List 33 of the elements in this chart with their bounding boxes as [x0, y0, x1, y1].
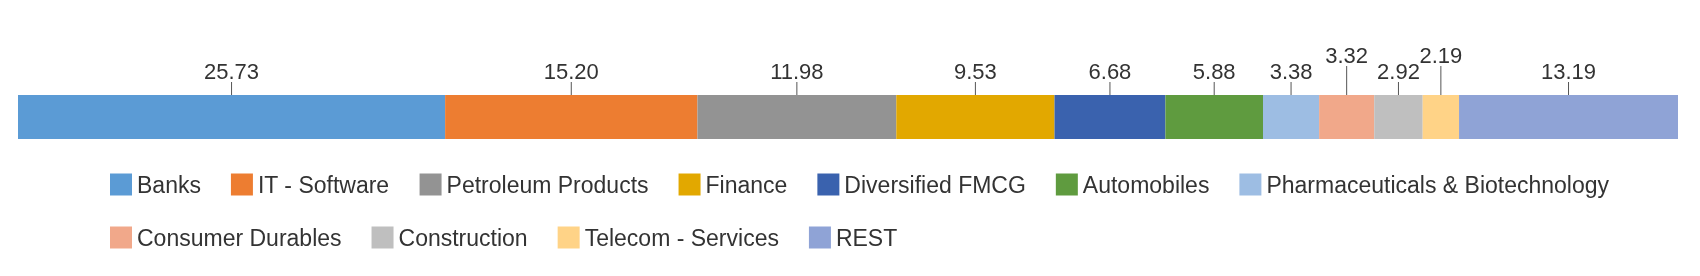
legend-label: IT - Software — [257, 171, 390, 198]
data-label: 3.32 — [1325, 42, 1369, 68]
bar — [1054, 95, 1166, 139]
legend-label: Diversified FMCG — [844, 171, 1026, 198]
data-label: 11.98 — [770, 58, 824, 84]
bar — [1374, 95, 1423, 139]
legend-label: REST — [835, 224, 898, 251]
data-label: 13.19 — [1540, 58, 1597, 84]
legend-label: Pharmaceuticals & Biotechnology — [1266, 171, 1610, 198]
data-label: 15.20 — [543, 58, 599, 84]
data-label: 6.68 — [1088, 58, 1132, 84]
bar — [1422, 95, 1460, 139]
bar — [1319, 95, 1375, 139]
bar — [896, 95, 1055, 139]
data-label: 3.38 — [1269, 58, 1313, 84]
bar — [1459, 95, 1678, 139]
bar — [697, 95, 897, 139]
bar — [1263, 95, 1320, 139]
legend-label: Consumer Durables — [137, 224, 342, 251]
legend-label: Banks — [137, 171, 201, 198]
legend-label: Automobiles — [1082, 171, 1210, 198]
data-label: 2.92 — [1377, 58, 1420, 84]
data-label: 5.88 — [1192, 58, 1236, 84]
bar — [18, 95, 446, 139]
legend-label: Telecom - Services — [584, 224, 779, 251]
legend-label: Petroleum Products — [446, 171, 649, 198]
data-label: 2.19 — [1419, 42, 1463, 68]
legend-label: Construction — [398, 224, 528, 251]
data-label: 9.53 — [953, 58, 997, 84]
bar — [1165, 95, 1263, 139]
legend-label: Finance — [705, 171, 788, 198]
bar — [445, 95, 698, 139]
data-label: 25.73 — [204, 58, 260, 84]
